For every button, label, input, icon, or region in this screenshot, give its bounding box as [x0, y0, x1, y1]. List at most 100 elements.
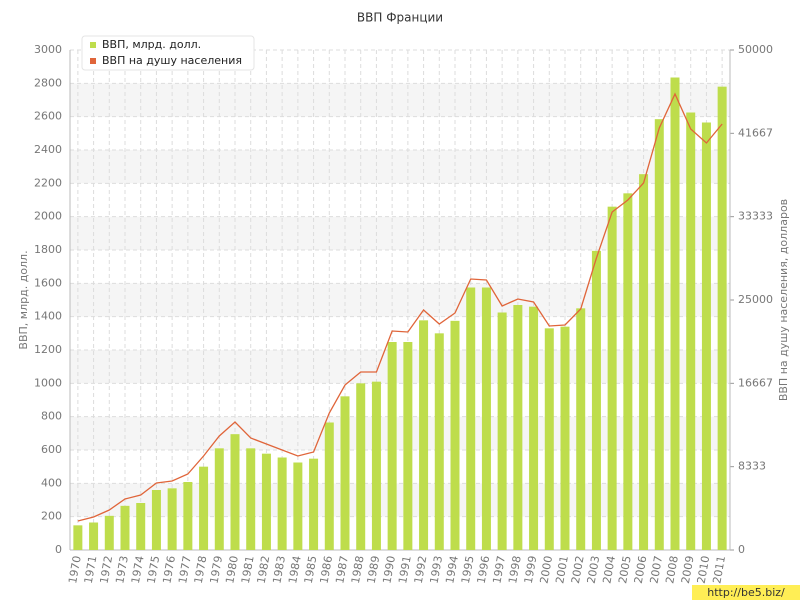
- x-tick-label: 1974: [129, 555, 147, 585]
- bar: [293, 462, 303, 550]
- x-tick-label: 2005: [616, 555, 634, 585]
- bar: [560, 326, 570, 550]
- bar: [544, 328, 554, 550]
- bar: [167, 488, 177, 550]
- bar: [73, 525, 83, 550]
- x-tick-label: 1983: [270, 555, 288, 585]
- x-tick-label: 1986: [318, 555, 336, 585]
- x-tick-label: 2004: [600, 555, 618, 585]
- x-tick-label: 1978: [192, 555, 210, 585]
- x-tick-label: 2000: [538, 555, 556, 585]
- x-tick-label: 1972: [98, 555, 116, 585]
- y2-tick-label: 8333: [738, 460, 766, 473]
- y-tick-label: 600: [41, 443, 62, 456]
- x-tick-label: 1985: [302, 555, 320, 585]
- x-tick-label: 1976: [160, 555, 178, 585]
- x-tick-label: 2007: [648, 555, 666, 585]
- x-tick-label: 1991: [396, 555, 414, 585]
- y-tick-label: 1600: [34, 276, 62, 289]
- x-tick-label: 1971: [82, 555, 100, 585]
- bar: [340, 396, 350, 550]
- watermark: http://be5.biz/: [707, 586, 785, 599]
- x-tick-label: 2003: [585, 555, 603, 585]
- y2-tick-label: 0: [738, 543, 745, 556]
- bar: [324, 422, 334, 550]
- y-tick-label: 1400: [34, 310, 62, 323]
- y-tick-label: 2000: [34, 210, 62, 223]
- x-tick-label: 1992: [412, 555, 430, 585]
- bar: [607, 206, 617, 550]
- bar: [120, 505, 130, 550]
- x-tick-label: 2002: [569, 555, 587, 585]
- bar: [136, 503, 146, 550]
- y-tick-label: 2800: [34, 76, 62, 89]
- bar: [513, 305, 523, 550]
- bar: [246, 448, 256, 550]
- plot-band: [70, 350, 730, 384]
- y-tick-label: 2400: [34, 143, 62, 156]
- y2-tick-label: 41667: [738, 126, 773, 139]
- y-tick-label: 400: [41, 476, 62, 489]
- bar: [576, 308, 586, 550]
- plot-band: [70, 483, 730, 517]
- x-tick-label: 1977: [176, 555, 194, 585]
- y2-tick-label: 50000: [738, 43, 773, 56]
- bar: [277, 457, 287, 550]
- bar: [183, 482, 193, 550]
- bar: [403, 342, 413, 550]
- y-tick-label: 3000: [34, 43, 62, 56]
- x-tick-label: 1995: [459, 555, 477, 585]
- legend-label: ВВП на душу населения: [102, 54, 242, 67]
- x-tick-label: 1975: [145, 555, 163, 585]
- x-tick-label: 1998: [506, 555, 524, 585]
- x-tick-label: 1993: [428, 555, 446, 585]
- y2-tick-label: 25000: [738, 293, 773, 306]
- plot-band: [70, 150, 730, 184]
- bar: [434, 333, 444, 550]
- bar: [497, 312, 507, 550]
- bar: [654, 119, 664, 551]
- bar: [623, 193, 633, 551]
- x-tick-label: 1999: [522, 555, 540, 585]
- x-tick-label: 1987: [333, 555, 351, 585]
- bar: [309, 458, 319, 550]
- plot-band: [70, 416, 730, 450]
- bar: [717, 86, 727, 551]
- plot-band: [70, 83, 730, 117]
- watermark-box: [692, 585, 800, 600]
- x-tick-label: 2009: [679, 555, 697, 585]
- x-tick-label: 1982: [255, 555, 273, 585]
- bar: [230, 434, 240, 550]
- plot-band: [70, 216, 730, 250]
- legend-label: ВВП, млрд. долл.: [102, 38, 201, 51]
- y-axis-label: ВВП, млрд. долл.: [17, 250, 30, 349]
- y2-axis-label: ВВП на душу населения, долларов: [777, 199, 790, 401]
- y-tick-label: 1800: [34, 243, 62, 256]
- bar: [387, 342, 397, 550]
- y-tick-label: 200: [41, 510, 62, 523]
- bar: [529, 306, 539, 550]
- x-tick-label: 2010: [695, 555, 713, 585]
- plot-band: [70, 283, 730, 317]
- bar: [670, 77, 680, 550]
- x-tick-label: 1996: [475, 555, 493, 585]
- bar: [89, 522, 99, 550]
- bar: [419, 320, 429, 550]
- bar: [686, 112, 696, 550]
- legend-swatch: [90, 42, 96, 48]
- x-tick-label: 1973: [113, 555, 131, 585]
- legend-swatch: [90, 58, 96, 64]
- bar: [591, 250, 601, 551]
- x-tick-label: 1997: [490, 555, 508, 585]
- bar: [639, 174, 649, 550]
- x-tick-label: 2011: [710, 555, 728, 585]
- x-tick-label: 1994: [443, 555, 461, 585]
- y-tick-label: 800: [41, 410, 62, 423]
- y-tick-label: 1200: [34, 343, 62, 356]
- bar: [356, 383, 366, 550]
- x-tick-label: 1990: [380, 555, 398, 585]
- bar: [214, 448, 224, 550]
- x-tick-label: 1988: [349, 555, 367, 585]
- x-tick-label: 1970: [66, 555, 84, 585]
